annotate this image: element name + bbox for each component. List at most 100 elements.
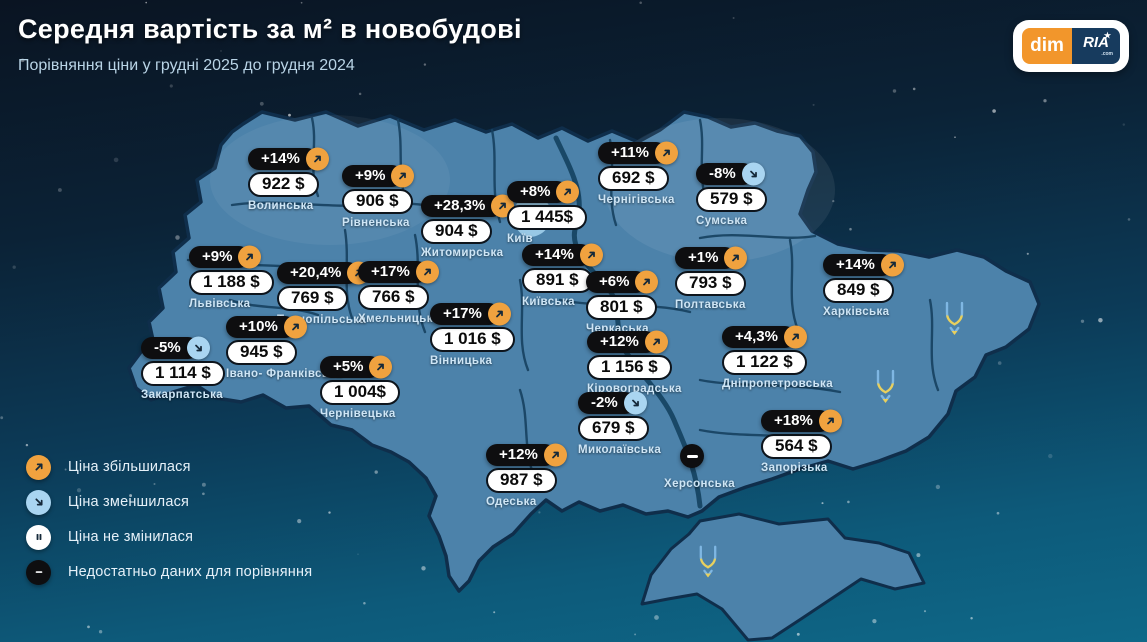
dim-logo-block: dim: [1022, 28, 1072, 64]
legend-item-unchanged: Ціна не змінилася: [26, 524, 312, 550]
change-value: +1%: [688, 249, 719, 266]
change-value: +12%: [499, 446, 538, 463]
region-label: +8% 1 445$ Київ: [507, 180, 587, 245]
arrow-up-right-icon: [391, 164, 415, 188]
change-badge: +10%: [226, 315, 307, 339]
arrow-up-right-icon: [415, 260, 439, 284]
region-name: Рівненська: [342, 217, 410, 229]
arrow-up-right-icon: [724, 246, 748, 270]
legend-item-no-data: Недостатньо даних для порівняння: [26, 559, 312, 585]
change-value: +4,3%: [735, 328, 778, 345]
crimea-shape: [640, 512, 926, 642]
region-label: +17% 1 016 $ Вінницька: [430, 302, 515, 367]
region-label: +12% 1 156 $ Кіровоградська: [587, 330, 682, 395]
legend-item-increase: Ціна збільшилася: [26, 454, 312, 480]
change-value: +14%: [261, 150, 300, 167]
ria-logo-block: ★ RIA .com: [1072, 28, 1120, 64]
price-badge: 1 445$: [507, 205, 587, 230]
change-value: +6%: [599, 273, 630, 290]
region-label: +1% 793 $ Полтавська: [675, 246, 748, 311]
change-value: +28,3%: [434, 197, 486, 214]
change-value: +20,4%: [290, 264, 342, 281]
change-value: -8%: [709, 165, 736, 182]
change-badge: +1%: [675, 246, 748, 270]
change-badge: +4,3%: [722, 325, 807, 349]
region-name: Закарпатська: [141, 389, 224, 401]
change-badge: +12%: [486, 443, 567, 467]
change-badge: +11%: [598, 141, 678, 165]
legend-label: Ціна не змінилася: [68, 529, 194, 545]
region-name: Волинська: [248, 200, 314, 212]
price-badge: 769 $: [277, 286, 348, 311]
region-name: Київська: [522, 296, 575, 308]
arrow-up-right-icon: [818, 409, 842, 433]
region-label: +10% 945 $ Івано- Франківська: [226, 315, 342, 380]
price-badge: 987 $: [486, 468, 557, 493]
arrow-up-right-icon: [238, 245, 262, 269]
change-badge: +8%: [507, 180, 580, 204]
arrow-down-right-icon: [186, 336, 210, 360]
change-badge: +6%: [586, 270, 659, 294]
arrow-up-right-icon: [880, 253, 904, 277]
change-value: +14%: [535, 246, 574, 263]
change-badge: +9%: [189, 245, 262, 269]
change-value: -5%: [154, 339, 181, 356]
dim-ria-logo[interactable]: dim ★ RIA .com: [1013, 20, 1129, 72]
price-badge: 849 $: [823, 278, 894, 303]
page-title: Середня вартість за м² в новобудові: [18, 14, 522, 44]
change-badge: +18%: [761, 409, 842, 433]
region-label: +6% 801 $ Черкаська: [586, 270, 659, 335]
price-badge: 945 $: [226, 340, 297, 365]
ria-com-text: .com: [1101, 51, 1113, 57]
no-data-icon: [680, 444, 704, 468]
header: Середня вартість за м² в новобудові Порі…: [18, 14, 522, 75]
change-value: +5%: [333, 358, 364, 375]
minus-bar: [686, 454, 698, 458]
change-badge: +28,3%: [421, 194, 515, 218]
region-label: +12% 987 $ Одеська: [486, 443, 567, 508]
region-label: +14% 891 $ Київська: [522, 243, 603, 308]
arrow-up-right-icon: [543, 443, 567, 467]
arrow-down-right-icon: [741, 162, 765, 186]
mainland-shape: [127, 110, 1041, 593]
region-label: +28,3% 904 $ Житомирська: [421, 194, 515, 259]
change-value: +9%: [355, 167, 386, 184]
change-badge: +9%: [342, 164, 415, 188]
arrow-up-right-icon: [369, 355, 393, 379]
change-value: +18%: [774, 412, 813, 429]
arrow-up-right-icon: [644, 330, 668, 354]
arrow-up-right-icon: [26, 454, 51, 480]
region-name: Вінницька: [430, 355, 493, 367]
change-badge: +14%: [823, 253, 904, 277]
price-badge: 906 $: [342, 189, 413, 214]
region-label: +14% 922 $ Волинська: [248, 147, 329, 212]
change-badge: +17%: [358, 260, 439, 284]
region-label: +9% 1 188 $ Львівська: [189, 245, 274, 310]
region-label: +17% 766 $ Хмельницька: [358, 260, 440, 325]
region-name: Чернігівська: [598, 194, 675, 206]
region-label: +18% 564 $ Запорізька: [761, 409, 842, 474]
arrow-up-right-icon: [283, 315, 307, 339]
change-badge: +14%: [248, 147, 329, 171]
change-value: +17%: [371, 263, 410, 280]
change-value: +11%: [611, 144, 649, 161]
region-label: Херсонська: [664, 444, 735, 490]
region-name: Полтавська: [675, 299, 746, 311]
arrow-up-right-icon: [556, 180, 580, 204]
change-value: +12%: [600, 333, 639, 350]
region-name: Харківська: [823, 306, 890, 318]
region-label: +14% 849 $ Харківська: [823, 253, 904, 318]
price-badge: 1 156 $: [587, 355, 672, 380]
pause-icon: [26, 524, 51, 550]
region-label: +4,3% 1 122 $ Дніпропетровська: [722, 325, 833, 390]
region-label: -5% 1 114 $ Закарпатська: [141, 336, 225, 401]
price-badge: 891 $: [522, 268, 593, 293]
price-badge: 766 $: [358, 285, 429, 310]
price-badge: 564 $: [761, 434, 832, 459]
price-badge: 1 016 $: [430, 327, 515, 352]
arrow-up-right-icon: [635, 270, 659, 294]
price-badge: 1 114 $: [141, 361, 225, 386]
price-badge: 793 $: [675, 271, 746, 296]
change-badge: -2%: [578, 391, 647, 415]
